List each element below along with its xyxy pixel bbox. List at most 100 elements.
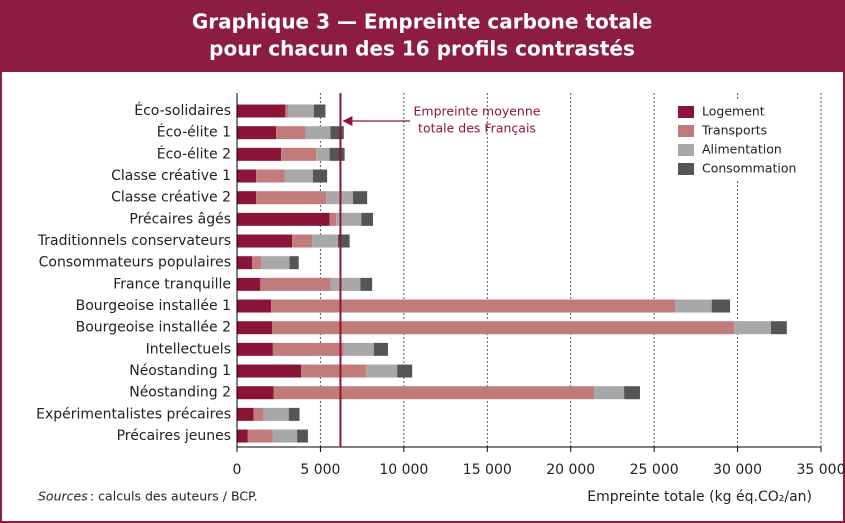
x-tick-label: 15 000: [463, 462, 512, 478]
bar-segment: [272, 429, 298, 443]
source-label: Sources: [38, 489, 88, 504]
y-tick-label: Expérimentalistes précaires: [36, 406, 231, 422]
bar-segment: [263, 407, 289, 421]
bar-segment: [292, 234, 313, 248]
bar-segment: [272, 321, 735, 335]
bar-segment: [289, 256, 299, 270]
bar-segment: [237, 191, 257, 205]
bar-segment: [237, 386, 274, 400]
y-tick-label: Éco-solidaires: [134, 102, 231, 119]
bar-segment: [237, 342, 273, 356]
annotation: totale des Français: [418, 121, 536, 136]
y-tick-label: Consommateurs populaires: [39, 255, 231, 271]
y-tick-label: Précaires âgés: [129, 211, 231, 227]
y-tick-label: Traditionnels conservateurs: [37, 233, 231, 249]
y-tick-label: Précaires jeunes: [117, 428, 231, 444]
legend-label: Alimentation: [702, 142, 782, 157]
bar-segment: [312, 234, 338, 248]
bar-segment: [366, 364, 398, 378]
x-tick-label: 5 000: [300, 462, 340, 478]
x-tick-label: 35 000: [797, 462, 845, 478]
bar-segment: [237, 364, 302, 378]
legend-swatch: [678, 163, 694, 175]
y-tick-label: Classe créative 2: [111, 190, 231, 206]
bar-segment: [256, 169, 285, 183]
bar-segment: [237, 104, 286, 118]
x-tick-label: 25 000: [630, 462, 679, 478]
bar-segment: [237, 407, 254, 421]
bar-segment: [594, 386, 625, 400]
bar-segment: [305, 126, 331, 140]
chart-title: pour chacun des 16 profils contrastés: [209, 37, 635, 61]
bar-segment: [237, 277, 261, 291]
bar-segment: [361, 212, 373, 226]
bar-segment: [252, 256, 262, 270]
bar-segment: [285, 104, 289, 118]
title-band: [0, 0, 845, 72]
bar-segment: [271, 299, 675, 313]
y-tick-label: Éco-élite 2: [157, 145, 231, 162]
x-tick-label: 0: [233, 462, 242, 478]
bar-segment: [237, 299, 272, 313]
bar-segment: [734, 321, 771, 335]
bar-segment: [330, 277, 361, 291]
bar-segment: [397, 364, 413, 378]
legend-label: Consommation: [702, 161, 796, 176]
bar-segment: [237, 169, 257, 183]
y-tick-label: Bourgeoise installée 1: [76, 298, 231, 314]
bar-segment: [330, 126, 344, 140]
x-axis-label: Empreinte totale (kg éq.CO₂/an): [587, 489, 812, 505]
bar-segment: [373, 342, 389, 356]
x-tick-label: 30 000: [713, 462, 762, 478]
bar-segment: [247, 429, 273, 443]
bar-segment: [237, 147, 282, 161]
legend-swatch: [678, 125, 694, 137]
bar-segment: [329, 147, 345, 161]
bar-segment: [281, 147, 317, 161]
bar-segment: [256, 191, 327, 205]
y-tick-label: Classe créative 1: [111, 168, 231, 184]
legend-label: Logement: [702, 104, 765, 119]
bar-segment: [770, 321, 787, 335]
bar-segment: [288, 407, 300, 421]
bar-segment: [261, 256, 290, 270]
bar-segment: [360, 277, 373, 291]
bar-segment: [272, 342, 344, 356]
bar-segment: [352, 191, 368, 205]
bar-segment: [237, 234, 293, 248]
x-tick-label: 10 000: [379, 462, 428, 478]
bar-segment: [675, 299, 712, 313]
bar-segment: [273, 386, 595, 400]
bar-segment: [237, 126, 277, 140]
y-tick-label: France tranquille: [113, 276, 231, 292]
bar-segment: [336, 212, 362, 226]
bar-segment: [337, 234, 350, 248]
arrow-head: [342, 116, 353, 126]
bar-segment: [237, 256, 253, 270]
bar-segment: [253, 407, 264, 421]
bar-segment: [329, 212, 337, 226]
bar-segment: [297, 429, 308, 443]
y-tick-label: Intellectuels: [146, 341, 231, 357]
y-tick-label: Néostanding 2: [129, 385, 231, 401]
bar-segment: [276, 126, 306, 140]
bar-segment: [316, 147, 330, 161]
bar-segment: [288, 104, 314, 118]
bar-segment: [237, 321, 273, 335]
bar-segment: [284, 169, 313, 183]
y-tick-label: Bourgeoise installée 2: [76, 320, 231, 336]
chart-title: Graphique 3 — Empreinte carbone totale: [192, 10, 652, 34]
bar-segment: [624, 386, 640, 400]
bar-segment: [260, 277, 331, 291]
y-tick-label: Néostanding 1: [129, 363, 231, 379]
legend-swatch: [678, 144, 694, 156]
annotation: Empreinte moyenne: [414, 104, 541, 119]
bar-segment: [313, 104, 326, 118]
bar-segment: [711, 299, 731, 313]
bar-segment: [237, 212, 330, 226]
bar-segment: [301, 364, 367, 378]
bar-segment: [312, 169, 328, 183]
y-tick-label: Éco-élite 1: [157, 124, 231, 141]
